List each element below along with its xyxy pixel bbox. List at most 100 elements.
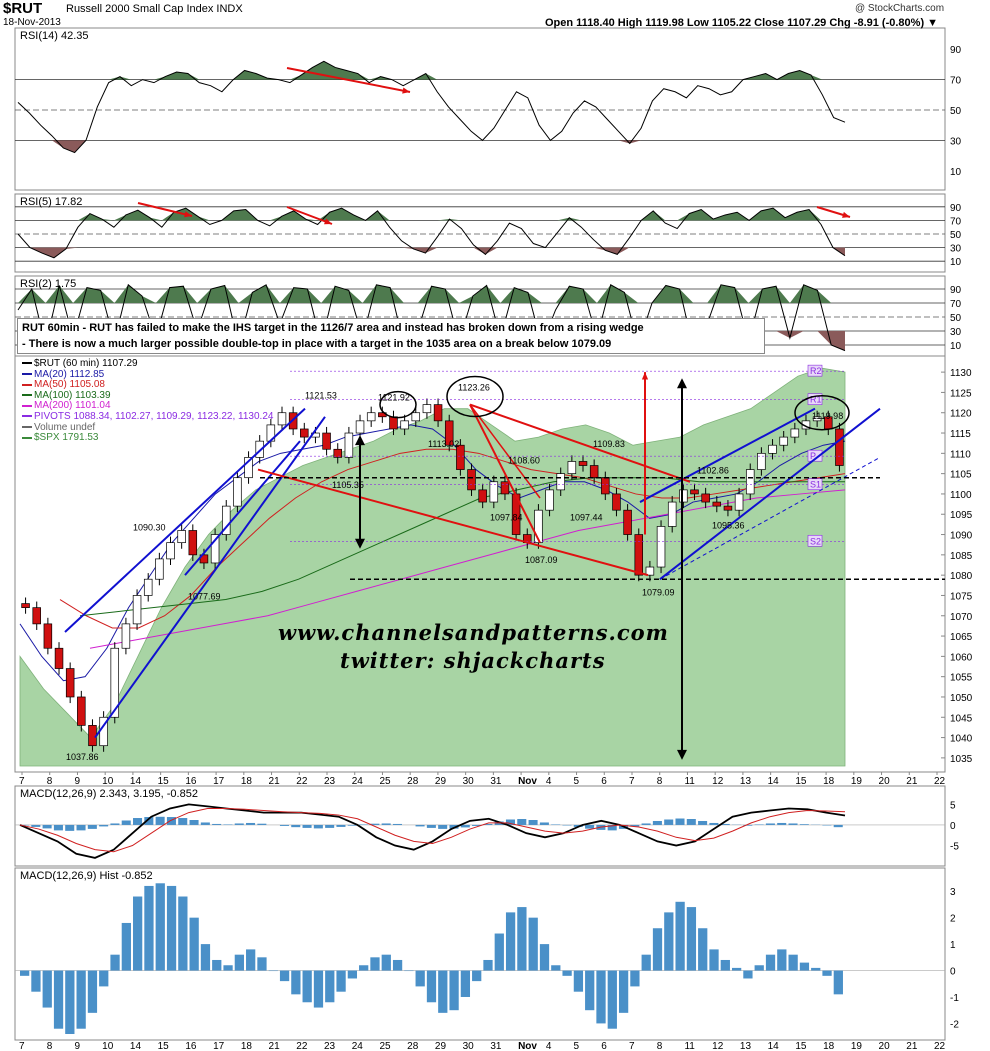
- overbought-fill: [18, 61, 845, 80]
- macd-hist-bar: [279, 824, 289, 826]
- macd-hist-bar: [426, 824, 436, 828]
- hist-bar: [415, 970, 425, 987]
- x-tick-label: 15: [795, 1041, 807, 1051]
- pivot-box: [807, 534, 823, 547]
- x-tick-label: 23: [324, 1041, 336, 1051]
- macd-hist-bar: [709, 822, 719, 825]
- y-tick-label: 70: [950, 216, 962, 227]
- x-tick-label: 25: [379, 776, 391, 787]
- panel-frame-macd: [14, 785, 946, 867]
- y-tick-label: 0: [950, 967, 956, 978]
- hist-bar: [494, 933, 504, 971]
- hist-bar: [585, 970, 595, 1011]
- hist-bar: [573, 970, 584, 992]
- candle-body: [500, 481, 510, 495]
- macd-hist-bar: [449, 824, 459, 829]
- hist-bar: [607, 970, 617, 1029]
- candle-body: [88, 725, 97, 747]
- macd-hist-bar: [472, 824, 482, 826]
- x-tick-label: 8: [657, 1041, 663, 1051]
- hist-bar: [698, 928, 708, 971]
- x-tick-label: 16: [185, 776, 197, 787]
- x-tick-label: 8: [657, 776, 663, 787]
- x-tick-label: 30: [463, 1041, 475, 1051]
- hist-bar: [528, 917, 538, 971]
- oversold-fill: [18, 140, 845, 153]
- y-tick-label: 1110: [950, 449, 971, 460]
- y-tick-label: 5: [950, 800, 956, 811]
- price-annotation: 1105.35: [332, 480, 364, 490]
- pivot-box: [807, 478, 823, 491]
- pivot-label: R2: [810, 366, 822, 376]
- macd-hist-bar: [505, 819, 515, 825]
- x-tick-label: 22: [934, 776, 946, 787]
- pivot-label: S2: [810, 536, 821, 546]
- top-circle: [794, 394, 850, 431]
- hist-bar: [166, 885, 177, 971]
- price-annotation: 1119.98: [812, 411, 843, 421]
- y-tick-label: -5: [950, 842, 959, 853]
- measure-arrow-head: [355, 538, 365, 549]
- candle-body: [444, 420, 454, 446]
- hist-bar: [618, 970, 629, 1013]
- legend-label: MA(20) 1112.85: [34, 368, 105, 380]
- hist-bar: [223, 965, 233, 971]
- candle-body: [221, 505, 231, 535]
- hist-bar: [178, 896, 188, 971]
- price-annotation: 1097.44: [570, 512, 603, 522]
- legend-label: MA(50) 1105.08: [34, 379, 105, 391]
- y-tick-label: 1075: [950, 591, 973, 602]
- macd-hist-bar: [833, 824, 843, 828]
- x-tick-label: 4: [546, 776, 552, 787]
- x-tick-label: 7: [629, 776, 635, 787]
- y-tick-label: 1065: [950, 632, 973, 643]
- hist-bar: [754, 965, 764, 971]
- x-tick-label: Nov: [518, 1041, 537, 1051]
- candle-body: [400, 420, 409, 430]
- x-tick-label: 29: [435, 776, 447, 787]
- y-tick-label: 30: [950, 327, 962, 338]
- x-tick-label: 13: [740, 776, 752, 787]
- macd-hist-bar: [483, 823, 493, 825]
- macd-hist-bar: [720, 823, 730, 825]
- hist-bar: [472, 970, 482, 982]
- channel-line: [184, 440, 301, 576]
- macd-hist-bar: [585, 824, 595, 829]
- price-annotation: 1121.92: [378, 393, 410, 403]
- candle-body: [355, 420, 365, 434]
- y-tick-label: 3: [950, 887, 956, 898]
- macd-hist-bar: [517, 819, 527, 825]
- panel-frame-price: [14, 355, 946, 773]
- pivot-label: P: [810, 451, 816, 461]
- macd-hist-bar: [539, 822, 549, 825]
- hist-bar: [189, 917, 199, 971]
- y-tick-label: 10: [950, 341, 962, 352]
- hist-bar: [652, 928, 663, 971]
- y-tick-label: 10: [950, 257, 962, 268]
- hist-bar: [359, 965, 369, 971]
- x-tick-label: 5: [574, 1041, 580, 1051]
- hist-bar: [438, 970, 448, 1013]
- analysis-note-line1: RUT 60min - RUT has failed to make the I…: [22, 322, 644, 334]
- candle-body: [65, 668, 75, 698]
- hist-bar: [155, 883, 165, 971]
- macd-hist-bar: [743, 824, 753, 826]
- hist-bar: [720, 959, 730, 971]
- y-tick-label: 1115: [950, 429, 971, 440]
- candle-body: [723, 505, 733, 511]
- x-tick-label: 24: [352, 1041, 364, 1051]
- price-annotation: 1102.86: [697, 466, 729, 476]
- watermark-url: www.channelsandpatterns.com: [278, 620, 669, 645]
- x-tick-label: 14: [768, 776, 780, 787]
- brand-logo: @ StockCharts.com: [855, 3, 945, 14]
- macd-line: [19, 807, 846, 853]
- divergence-arrow: [286, 206, 333, 225]
- candle-body: [233, 477, 242, 507]
- x-tick-label: 18: [241, 1041, 253, 1051]
- macd-title: MACD(12,26,9) 2.343, 3.195, -0.852: [20, 788, 198, 800]
- x-tick-label: 9: [74, 776, 80, 787]
- candle-body: [634, 534, 644, 576]
- hist-bar: [596, 970, 606, 1024]
- x-tick-label: 20: [879, 776, 891, 787]
- candle-body: [556, 473, 565, 491]
